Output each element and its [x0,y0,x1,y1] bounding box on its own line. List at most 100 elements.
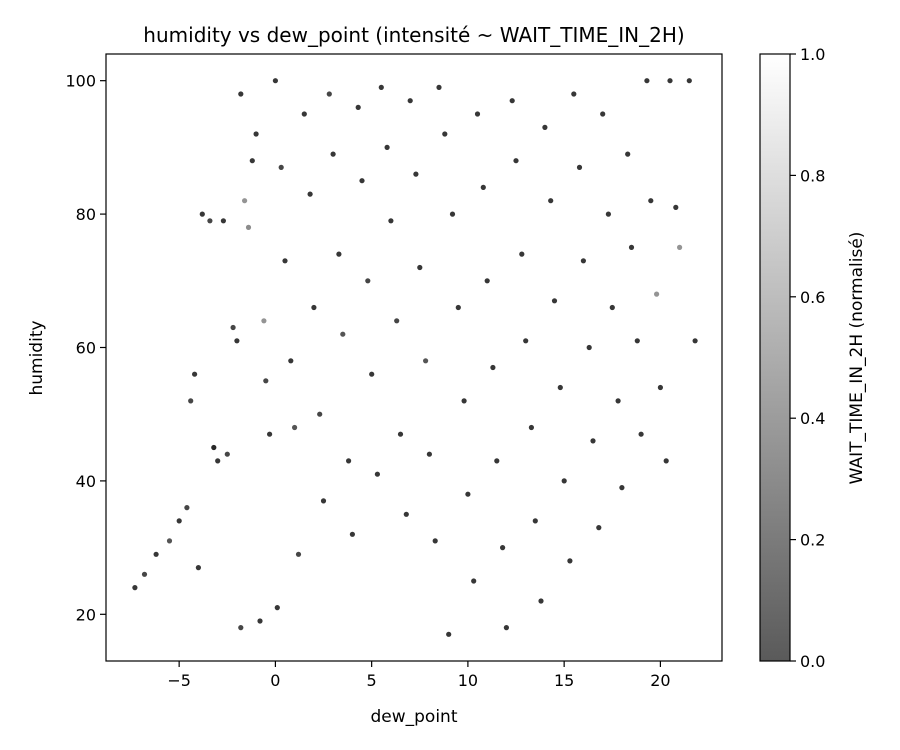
colorbar-label: WAIT_TIME_IN_2H (normalisé) [847,232,867,485]
data-point [274,605,280,611]
data-point [471,578,477,584]
data-point [503,625,509,631]
data-point [188,398,194,404]
data-point [407,98,413,104]
colorbar-tick-label: 0.8 [800,166,825,185]
y-tick-label: 80 [76,205,96,224]
data-point [278,164,284,170]
data-point [267,431,273,437]
data-point [253,131,259,137]
data-point [336,251,342,257]
colorbar-ticks: 0.0 0.2 0.4 0.6 0.8 1.0 [790,45,825,671]
data-point [523,338,529,344]
data-point [567,558,573,564]
data-point [500,545,506,551]
data-point [548,198,554,204]
data-point [509,98,515,104]
x-axis-label: dew_point [370,707,457,727]
colorbar-tick-label: 0.4 [800,409,825,428]
data-point [619,485,625,491]
y-tick-label: 20 [76,605,96,624]
data-point [561,478,567,484]
data-point [677,244,683,250]
data-point [423,358,429,364]
data-point [295,551,302,557]
data-point [369,371,375,377]
data-point [238,91,244,97]
data-point [326,91,332,97]
data-point [132,585,138,591]
data-point [596,525,602,531]
y-tick-label: 40 [76,472,96,491]
plot-area [105,53,723,662]
data-point [413,171,419,177]
data-point [417,264,423,271]
y-axis-label: humidity [27,320,47,395]
data-point [397,431,404,437]
data-point [648,198,654,204]
y-tick-label: 60 [76,338,96,357]
data-point [359,178,365,184]
data-point [311,304,317,311]
data-point [638,431,644,437]
data-point [474,111,481,117]
colorbar-tick-label: 1.0 [800,45,825,64]
data-point [461,398,467,404]
data-point [609,304,615,311]
data-point [625,151,631,157]
x-tick-label: 0 [270,671,280,690]
data-point [307,191,313,197]
data-point [355,104,361,110]
data-point [220,218,226,224]
data-point [365,278,371,284]
colorbar-gradient [759,53,791,662]
x-tick-label: 20 [650,671,670,690]
data-point [238,625,244,631]
data-point [261,318,267,324]
data-point [224,451,230,457]
data-point [195,565,201,571]
colorbar: 0.0 0.2 0.4 0.6 0.8 1.0 WAIT_TIME_IN_2H (norm… [759,45,867,671]
data-point [349,531,355,537]
data-point [288,358,294,364]
data-point [317,411,323,417]
x-tick-label: 15 [554,671,574,690]
colorbar-tick-label: 0.2 [800,531,825,550]
data-point [394,318,400,324]
data-point [249,158,255,164]
data-point [378,84,384,90]
x-tick-label: 5 [367,671,377,690]
data-point [519,251,525,257]
data-point [557,384,563,391]
x-axis: −5 0 5 10 15 20 [167,661,671,690]
data-point [153,551,159,557]
data-point [282,258,288,264]
data-point [374,471,380,477]
data-point [207,218,213,224]
data-point [673,204,679,210]
data-points [132,78,698,637]
data-point [571,91,577,97]
data-point [141,571,148,577]
data-point [513,158,519,164]
data-point [330,151,336,157]
data-point [199,211,205,217]
data-point [245,224,252,230]
data-point [538,598,544,604]
data-point [301,111,307,117]
data-point [388,218,394,224]
data-point [657,384,664,391]
data-point [634,338,640,344]
y-tick-label: 100 [65,72,96,91]
data-point [192,371,198,377]
data-point [480,184,486,190]
data-point [211,444,217,451]
data-point [590,438,596,444]
data-point [176,518,182,524]
data-point [644,78,650,84]
data-point [234,338,240,344]
data-point [242,198,248,204]
data-point [667,78,673,84]
data-point [551,298,558,304]
